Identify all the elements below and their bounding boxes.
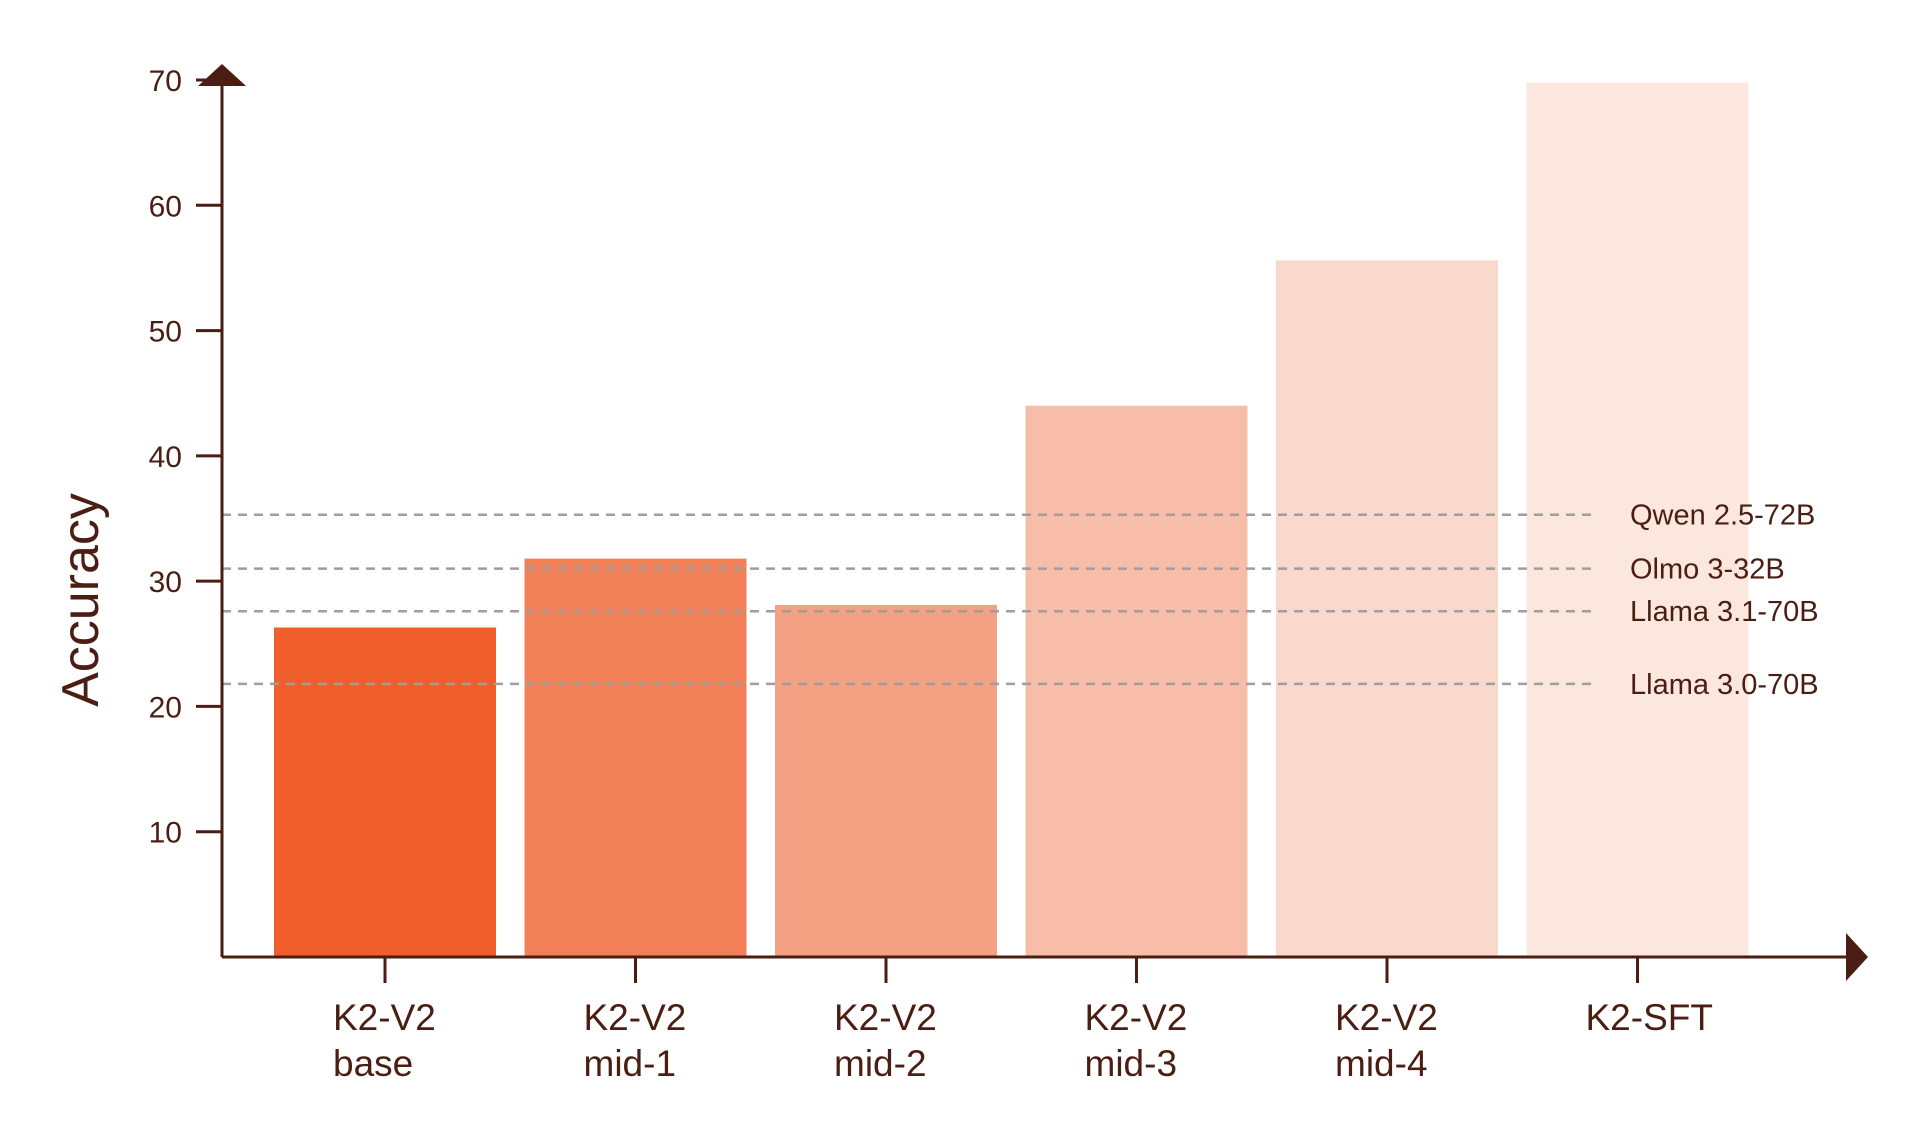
reference-line-label: Olmo 3-32B: [1630, 554, 1785, 586]
y-tick-label: 60: [149, 190, 182, 223]
x-tick-label: K2-V2: [1085, 997, 1188, 1038]
x-tick-label: mid-2: [834, 1043, 927, 1084]
x-tick-label: K2-V2: [834, 997, 937, 1038]
bar: [524, 558, 747, 957]
x-tick-label: K2-V2: [584, 997, 687, 1038]
reference-line-label: Llama 3.0-70B: [1630, 669, 1819, 701]
x-tick-label: mid-4: [1335, 1043, 1428, 1084]
bar: [274, 627, 496, 957]
x-tick-label: mid-3: [1085, 1043, 1178, 1084]
x-axis-arrow: [1846, 933, 1868, 981]
y-tick-label: 70: [149, 65, 182, 98]
x-tick-label: K2-V2: [1335, 997, 1438, 1038]
y-axis-arrow: [198, 64, 246, 86]
bar: [775, 604, 997, 957]
y-tick-label: 20: [149, 691, 182, 724]
bar: [1025, 405, 1248, 957]
bar: [1526, 82, 1749, 957]
bar: [1276, 260, 1498, 957]
y-tick-label: 10: [149, 817, 182, 850]
y-tick-label: 40: [149, 441, 182, 474]
x-tick-label: K2-SFT: [1586, 997, 1713, 1038]
reference-line-label: Llama 3.1-70B: [1630, 596, 1819, 628]
x-tick-label: mid-1: [584, 1043, 677, 1084]
x-tick-label: base: [333, 1043, 413, 1084]
y-tick-label: 30: [149, 566, 182, 599]
y-tick-label: 50: [149, 316, 182, 349]
x-tick-label: K2-V2: [333, 997, 436, 1038]
y-axis-title: Accuracy: [52, 493, 110, 707]
reference-line-label: Qwen 2.5-72B: [1630, 500, 1815, 532]
